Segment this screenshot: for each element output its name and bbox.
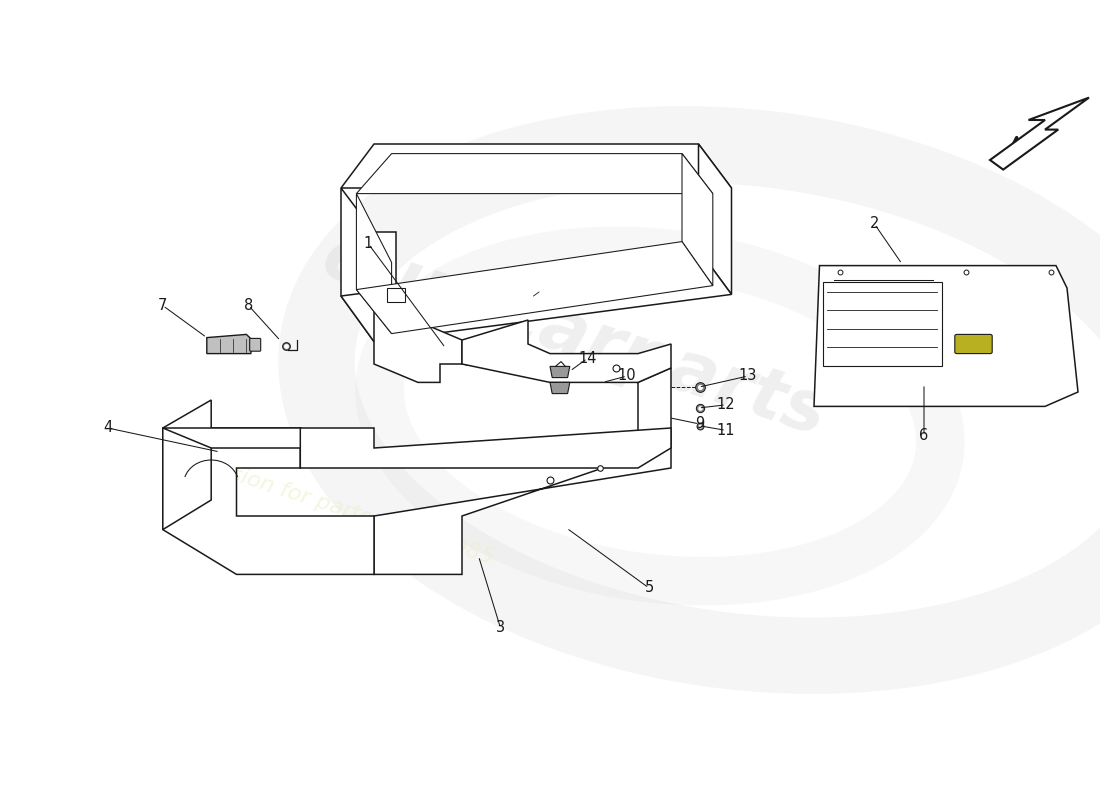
Polygon shape bbox=[163, 428, 374, 574]
Text: 14: 14 bbox=[579, 351, 596, 366]
Text: 5: 5 bbox=[645, 581, 653, 595]
Text: 12: 12 bbox=[717, 398, 735, 412]
Polygon shape bbox=[356, 154, 713, 194]
Polygon shape bbox=[163, 400, 211, 530]
Text: 7: 7 bbox=[158, 298, 167, 313]
Polygon shape bbox=[356, 194, 392, 334]
Polygon shape bbox=[300, 428, 671, 468]
Polygon shape bbox=[550, 382, 570, 394]
Text: 8: 8 bbox=[244, 298, 253, 313]
Text: 11: 11 bbox=[717, 423, 735, 438]
Text: a passion for parts since 1985: a passion for parts since 1985 bbox=[170, 445, 496, 568]
Text: 13: 13 bbox=[739, 369, 757, 383]
Text: 9: 9 bbox=[695, 417, 704, 431]
Text: 10: 10 bbox=[618, 369, 636, 383]
FancyBboxPatch shape bbox=[823, 282, 942, 366]
Polygon shape bbox=[698, 144, 732, 294]
Text: eurocarparts: eurocarparts bbox=[314, 222, 836, 451]
Text: 3: 3 bbox=[496, 621, 505, 635]
Text: 2: 2 bbox=[870, 217, 879, 231]
Polygon shape bbox=[387, 288, 405, 302]
Polygon shape bbox=[341, 144, 732, 188]
Polygon shape bbox=[207, 334, 253, 354]
Polygon shape bbox=[356, 242, 713, 334]
Text: 4: 4 bbox=[103, 421, 112, 435]
Polygon shape bbox=[163, 428, 374, 448]
Polygon shape bbox=[990, 98, 1089, 170]
Polygon shape bbox=[374, 232, 462, 382]
Polygon shape bbox=[341, 188, 374, 342]
FancyBboxPatch shape bbox=[955, 334, 992, 354]
Polygon shape bbox=[550, 366, 570, 378]
FancyBboxPatch shape bbox=[250, 338, 261, 351]
Polygon shape bbox=[682, 154, 713, 286]
Polygon shape bbox=[341, 250, 732, 342]
Polygon shape bbox=[462, 320, 671, 382]
Polygon shape bbox=[814, 266, 1078, 406]
Polygon shape bbox=[374, 364, 671, 574]
Text: 1: 1 bbox=[364, 237, 373, 251]
Text: 6: 6 bbox=[920, 429, 928, 443]
